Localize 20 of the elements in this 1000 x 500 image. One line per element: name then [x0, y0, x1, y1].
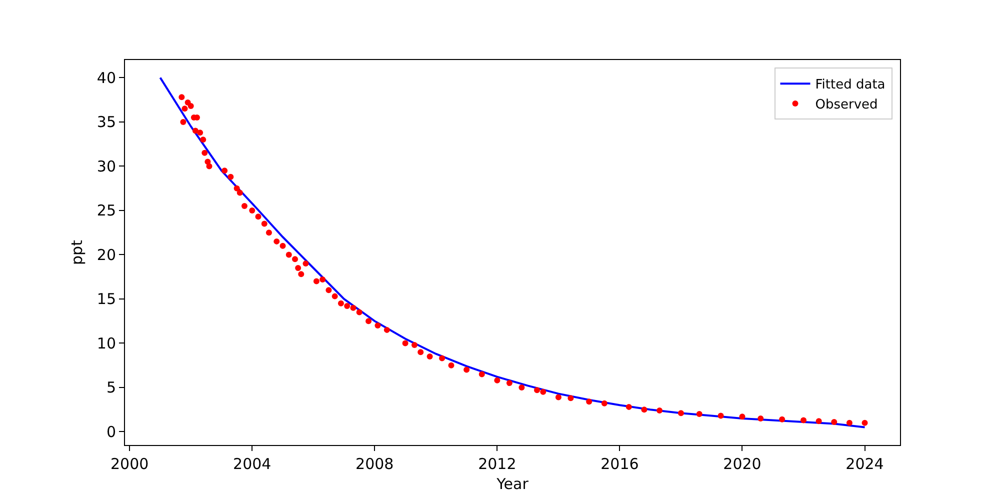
y-tick-label: 40 [96, 68, 116, 87]
x-tick-label: 2008 [356, 455, 394, 473]
x-tick-label: 2000 [110, 455, 149, 473]
y-tick-label: 25 [96, 202, 116, 220]
y-tick-label: 15 [96, 290, 116, 308]
x-tick-label: 2024 [846, 455, 884, 473]
y-tick-label: 20 [96, 246, 116, 264]
y-tick-label: 35 [96, 113, 116, 132]
x-axis-title: Year [496, 475, 530, 493]
legend-label: Observed [815, 98, 878, 113]
x-tick-label: 2020 [723, 455, 762, 473]
y-tick-label: 0 [106, 422, 116, 441]
y-tick-label: 10 [96, 334, 116, 352]
y-axis-title: ppt [68, 240, 86, 265]
x-tick-label: 2016 [600, 455, 639, 473]
legend-label: Fitted data [815, 78, 886, 93]
x-tick-label: 2004 [233, 455, 272, 473]
y-tick-label: 30 [96, 157, 116, 176]
x-tick-label: 2012 [478, 455, 516, 473]
y-tick-label: 5 [106, 378, 116, 397]
